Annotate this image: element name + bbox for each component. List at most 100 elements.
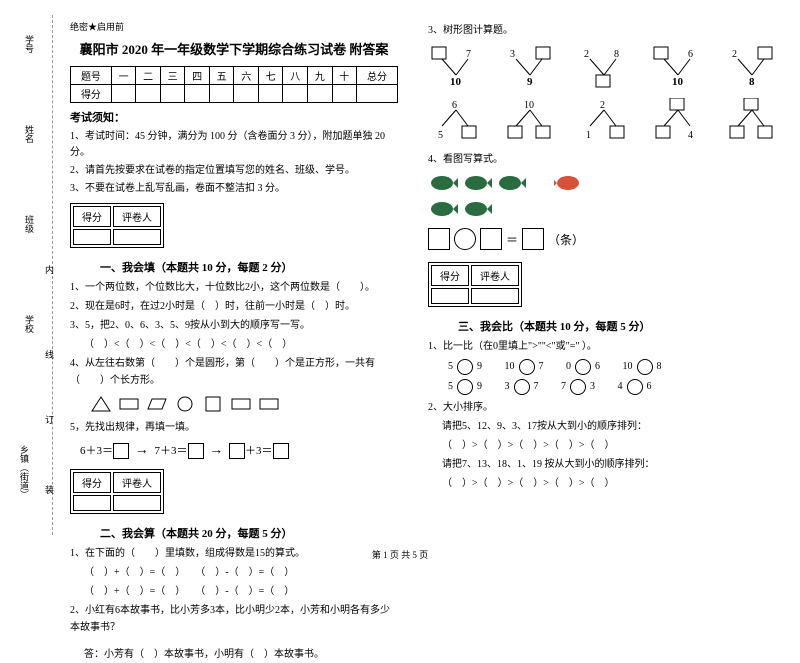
fish-icon — [462, 198, 492, 220]
question: 2、现在是6时，在过2小时是（ ）时，往前一小时是（ ）时。 — [70, 298, 398, 315]
tree-row-1: 7 10 3 9 28 6 10 2 8 — [428, 45, 780, 92]
fish-row — [428, 198, 780, 220]
svg-text:10: 10 — [450, 76, 462, 88]
question: 4、从左往右数第（ ）个是圆形，第（ ）个是正方形，一共有（ ）个长方形。 — [70, 355, 398, 389]
score-header: 七 — [258, 67, 283, 85]
score-row-label: 得分 — [71, 85, 112, 103]
tree-row-2: 6 5 10 2 1 4 — [428, 98, 780, 145]
svg-text:9: 9 — [527, 76, 533, 88]
exam-title: 襄阳市 2020 年一年级数学下学期综合练习试卷 附答案 — [70, 39, 398, 58]
arrow-icon: → — [135, 443, 149, 458]
tree-diagram: 2 1 — [576, 98, 632, 145]
fish-row — [428, 172, 780, 194]
notice-title: 考试须知： — [70, 109, 398, 125]
binding-side: 内 — [43, 265, 56, 274]
binding-side: 线 — [43, 350, 56, 359]
fish-icon — [496, 172, 526, 194]
score-cell: 得分 — [73, 206, 111, 227]
svg-text:7: 7 — [466, 49, 471, 60]
tree-diagram: 4 — [650, 98, 706, 145]
question: 2、大小排序。 — [428, 399, 780, 416]
compare-circle — [519, 359, 535, 375]
section1-heading: 一、我会填（本题共 10 分，每题 2 分） — [100, 259, 398, 275]
score-header: 二 — [136, 67, 161, 85]
score-header: 十 — [332, 67, 357, 85]
svg-text:6: 6 — [452, 100, 457, 111]
unit-label: （条） — [548, 231, 584, 248]
compare-row: 59 37 73 46 — [448, 377, 780, 397]
svg-text:10: 10 — [672, 76, 684, 88]
svg-text:2: 2 — [584, 49, 589, 60]
right-column: 3、树形图计算题。 7 10 3 9 28 6 10 — [413, 20, 790, 535]
svg-text:8: 8 — [614, 49, 619, 60]
circle-icon — [174, 395, 196, 413]
flow-c: ＋3＝ — [245, 445, 273, 457]
compare-circle — [575, 359, 591, 375]
question: 2、小红有6本故事书，比小芳多3本，比小明少2本，小芳和小明各有多少本故事书？ — [70, 602, 398, 636]
tree-diagram: 6 5 — [428, 98, 484, 145]
tree-diagram: 28 — [576, 45, 632, 92]
scorer-box: 得分评卷人 — [70, 203, 164, 248]
svg-text:1: 1 — [586, 130, 591, 141]
scorer-box: 得分评卷人 — [70, 469, 164, 514]
score-header: 三 — [160, 67, 185, 85]
question-blank: （ ）>（ ）>（ ）>（ ）>（ ） — [442, 475, 780, 492]
rectangle-icon — [118, 395, 140, 413]
notice-item: 1、考试时间：45 分钟，满分为 100 分（含卷面分 3 分），附加题单独 2… — [70, 129, 398, 161]
rectangle-icon — [230, 395, 252, 413]
rectangle-icon — [258, 395, 280, 413]
notice-item: 3、不要在试卷上乱写乱画，卷面不整洁扣 3 分。 — [70, 181, 398, 197]
question-blank: （ ）+（ ）=（ ） （ ）-（ ）=（ ） — [84, 564, 398, 581]
question: 3、5，把2、0、6、3、5、9按从小到大的顺序写一写。 — [70, 317, 398, 334]
tree-diagram — [724, 98, 780, 145]
score-header: 题号 — [71, 67, 112, 85]
page-footer: 第 1 页 共 5 页 — [0, 548, 800, 561]
left-column: 绝密★启用前 襄阳市 2020 年一年级数学下学期综合练习试卷 附答案 题号 一… — [60, 20, 413, 535]
flow-equation: 6＋3＝ → 7＋3＝ → ＋3＝ — [80, 442, 398, 459]
compare-circle — [514, 379, 530, 395]
tree-diagram: 7 10 — [428, 45, 484, 92]
circle-blank — [454, 228, 476, 250]
tree-diagram: 6 10 — [650, 45, 706, 92]
question: 1、一个两位数，个位数比大，十位数比2小，这个两位数是（ ）。 — [70, 279, 398, 296]
binding-side: 装 — [43, 485, 56, 494]
fish-icon — [554, 172, 584, 194]
page-container: 绝密★启用前 襄阳市 2020 年一年级数学下学期综合练习试卷 附答案 题号 一… — [0, 0, 800, 545]
question: 4、看图写算式。 — [428, 151, 780, 168]
section3-heading: 三、我会比（本题共 10 分，每题 5 分） — [458, 318, 780, 334]
question: 5，先找出规律，再填一填。 — [70, 419, 398, 436]
binding-label: 学号 — [23, 35, 36, 53]
blank-box — [428, 228, 450, 250]
question-sub: 请把5、12、9、3、17按从大到小的顺序排列： — [442, 418, 780, 435]
compare-circle — [457, 359, 473, 375]
svg-text:10: 10 — [524, 100, 534, 111]
question-blank: （ ）>（ ）>（ ）>（ ）>（ ） — [442, 437, 780, 454]
square-icon — [202, 395, 224, 413]
compare-circle — [570, 379, 586, 395]
question-blank: （ ）+（ ）=（ ） （ ）-（ ）=（ ） — [84, 583, 398, 600]
fish-icon — [462, 172, 492, 194]
secret-label: 绝密★启用前 — [70, 20, 398, 33]
binding-margin: 学号 姓名 班级 学校 乡镇（街道） 内 线 订 装 — [8, 15, 53, 535]
compare-circle — [637, 359, 653, 375]
svg-text:3: 3 — [510, 49, 515, 60]
blank-box — [188, 443, 204, 459]
question: 3、树形图计算题。 — [428, 22, 780, 39]
answer-line: 答：小芳有（ ）本故事书，小明有（ ）本故事书。 — [84, 646, 398, 663]
score-cell: 得分 — [73, 472, 111, 493]
score-header: 五 — [209, 67, 234, 85]
svg-text:5: 5 — [438, 130, 443, 141]
question: 1、比一比（在0里填上">""<"或"=" ）。 — [428, 338, 780, 355]
question-blank: （ ）<（ ）<（ ）<（ ）<（ ）<（ ） — [84, 336, 398, 353]
svg-text:8: 8 — [749, 76, 755, 88]
notice-item: 2、请首先按要求在试卷的指定位置填写您的姓名、班级、学号。 — [70, 163, 398, 179]
tree-diagram: 2 8 — [724, 45, 780, 92]
svg-text:2: 2 — [732, 49, 737, 60]
fish-icon — [428, 172, 458, 194]
score-table: 题号 一 二 三 四 五 六 七 八 九 十 总分 得分 — [70, 66, 398, 103]
svg-text:6: 6 — [688, 49, 693, 60]
blank-box — [113, 443, 129, 459]
grader-cell: 评卷人 — [113, 206, 161, 227]
score-header: 四 — [185, 67, 210, 85]
question-sub: 请把7、13、18、1、19 按从大到小的顺序排列： — [442, 456, 780, 473]
